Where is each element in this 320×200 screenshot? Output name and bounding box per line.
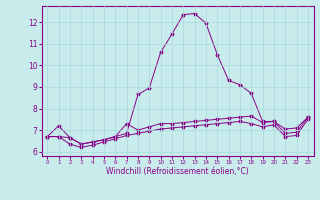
X-axis label: Windchill (Refroidissement éolien,°C): Windchill (Refroidissement éolien,°C) [106, 167, 249, 176]
